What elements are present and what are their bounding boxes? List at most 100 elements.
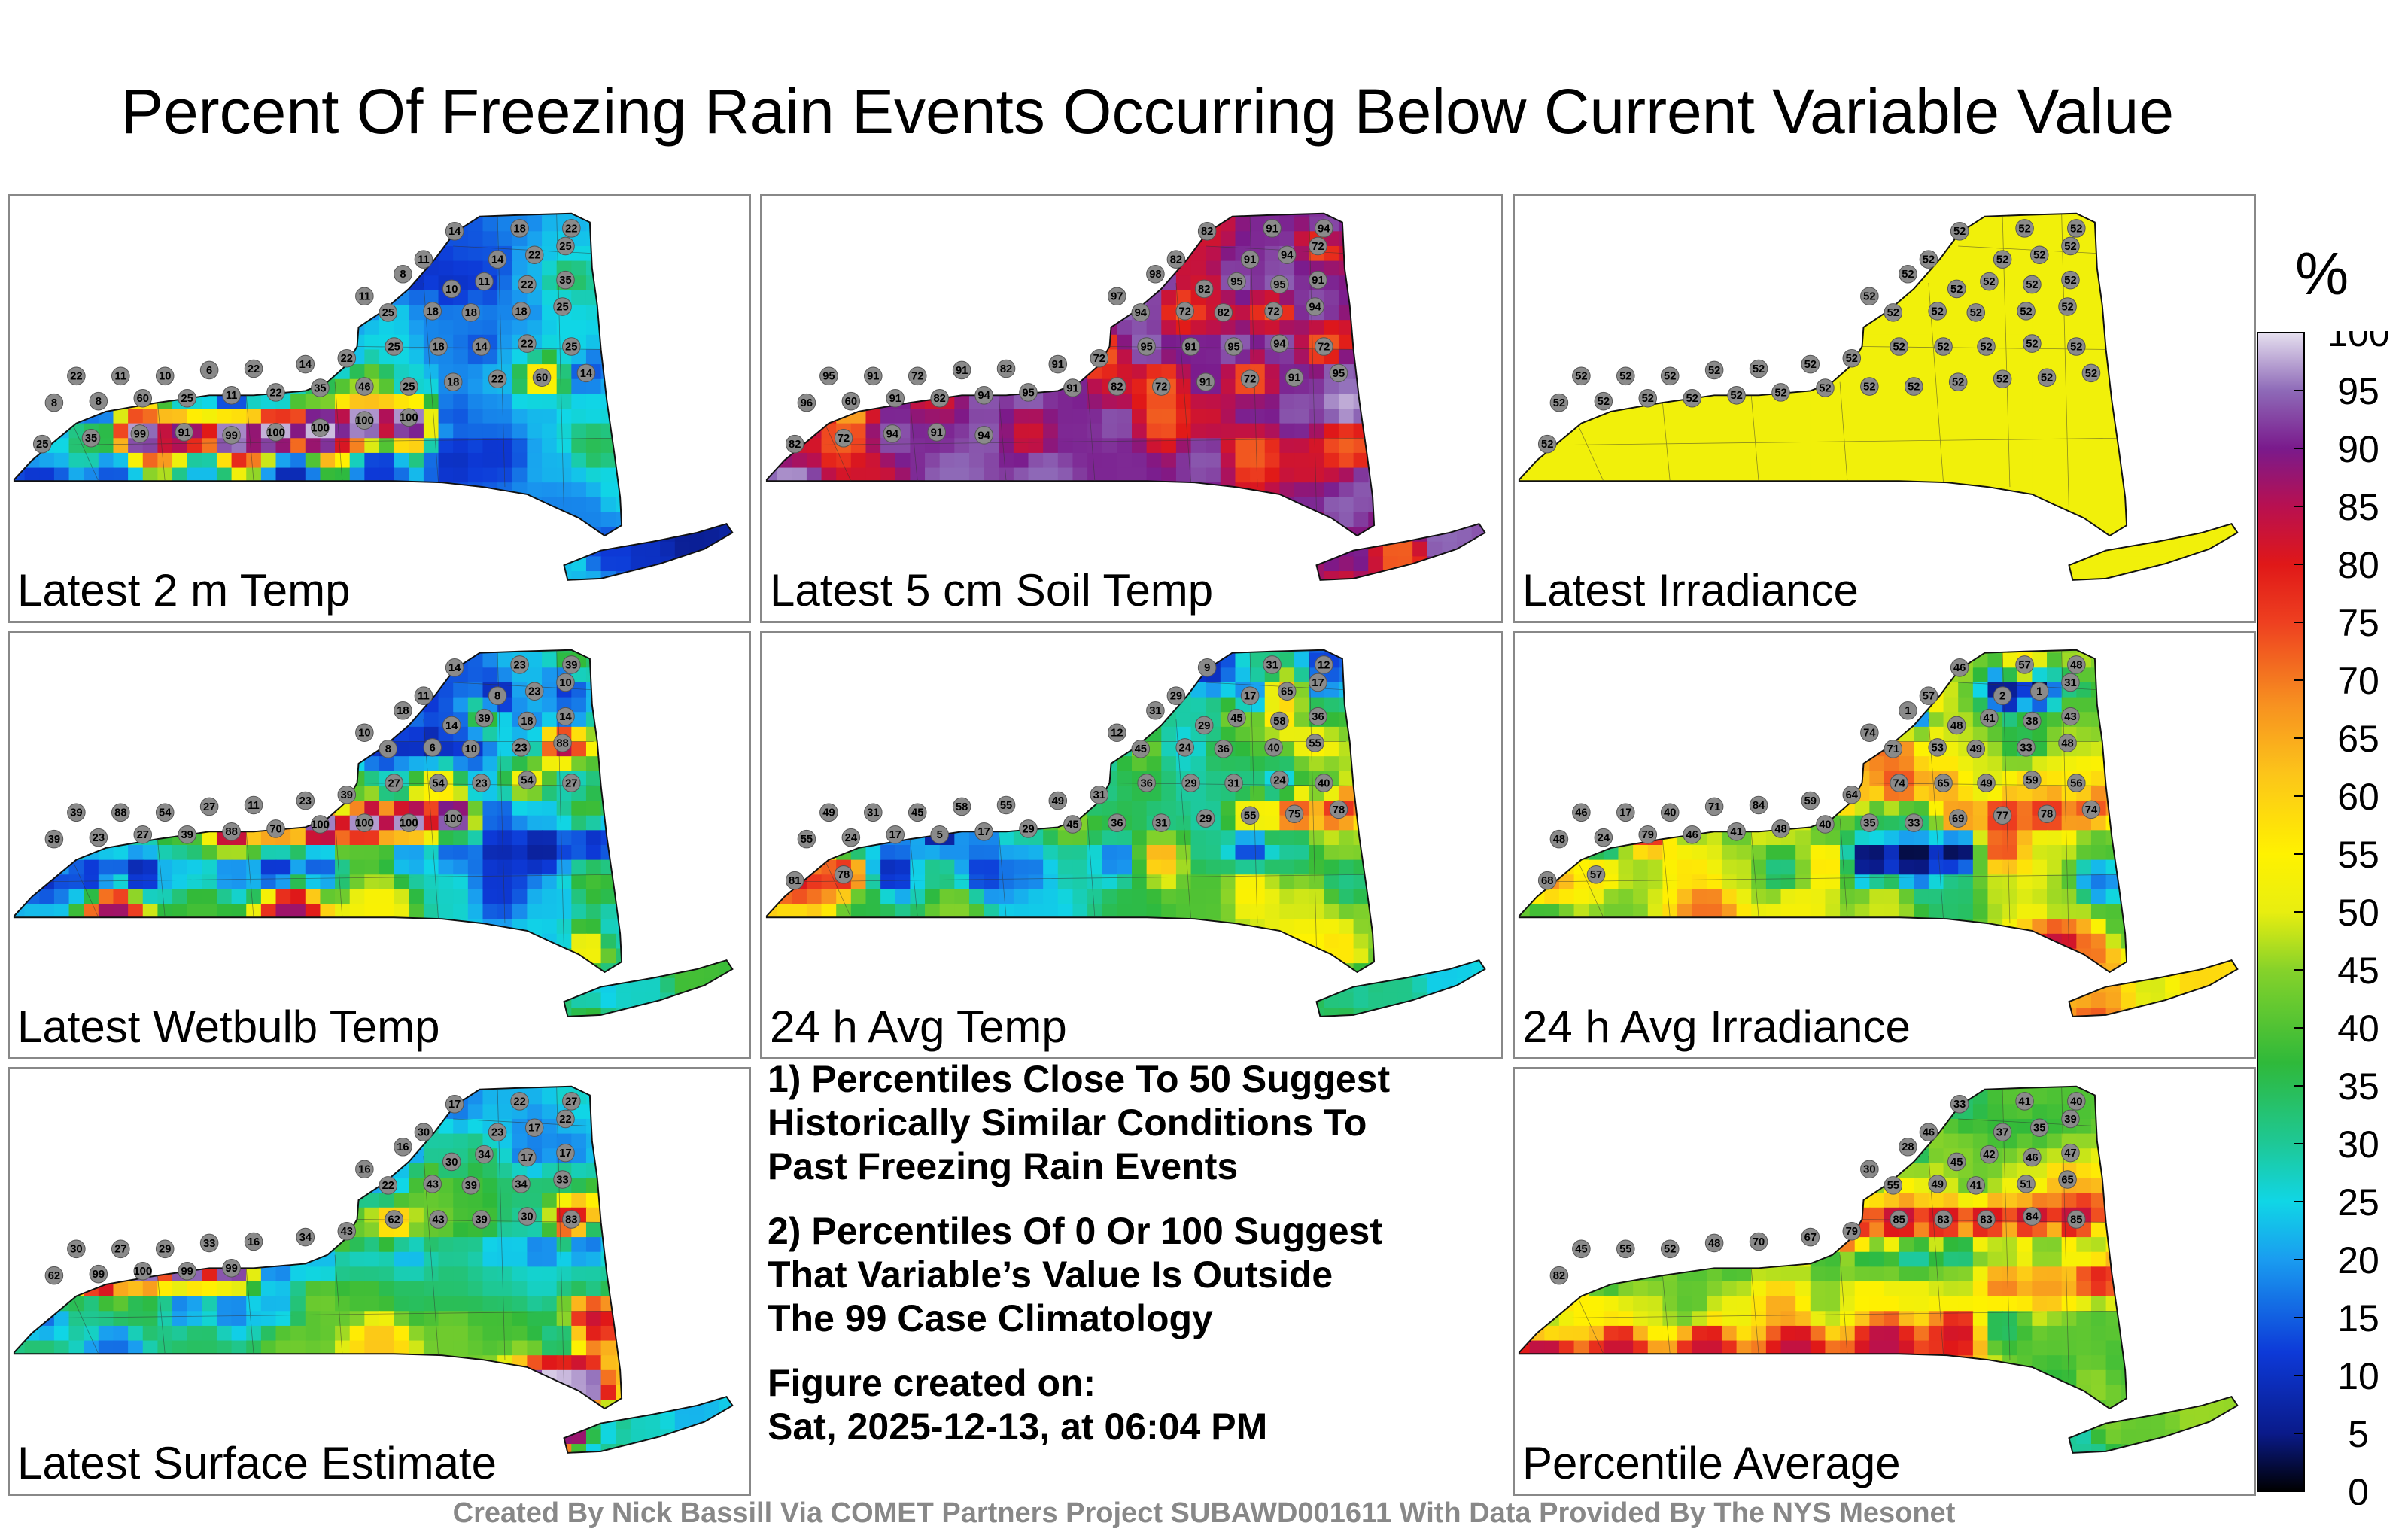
station-value: 25 xyxy=(385,337,403,356)
svg-text:52: 52 xyxy=(1980,341,1992,353)
station-value: 10 xyxy=(442,279,461,299)
station-value: 14 xyxy=(472,337,491,356)
station-value: 10 xyxy=(155,366,175,386)
station-value: 99 xyxy=(130,424,150,443)
svg-text:11: 11 xyxy=(418,254,430,266)
station-value: 48 xyxy=(2058,734,2077,752)
svg-text:100: 100 xyxy=(266,427,285,439)
station-value: 36 xyxy=(1108,813,1126,832)
station-value: 52 xyxy=(1934,337,1953,356)
station-value: 30 xyxy=(518,1207,537,1226)
station-value: 45 xyxy=(908,803,927,822)
map-panel-2m-temp: 14 18 22 25 11 14 22 8 11 10 11 22 35 25 18 18 18 25 22 11 1… xyxy=(8,194,751,623)
station-value: 100 xyxy=(311,418,330,437)
station-value: 52 xyxy=(1928,302,1947,321)
state-outline xyxy=(1518,649,2128,974)
svg-text:100: 100 xyxy=(311,422,330,434)
station-value: 31 xyxy=(1224,774,1243,792)
station-value: 8 xyxy=(44,393,64,412)
note-line: Historically Similar Conditions To xyxy=(768,1102,1367,1144)
long-island-outline xyxy=(1315,523,1486,581)
state-outline xyxy=(13,212,623,537)
colorbar-tick-label: 40 xyxy=(2337,1008,2379,1050)
svg-text:95: 95 xyxy=(1022,387,1034,399)
station-value: 23 xyxy=(512,738,531,757)
colorbar-tick-label: 20 xyxy=(2337,1239,2379,1281)
station-value: 14 xyxy=(556,707,575,726)
station-value: 46 xyxy=(1919,1123,1938,1141)
station-value: 82 xyxy=(1166,250,1186,269)
station-value: 25 xyxy=(562,337,581,356)
svg-text:11: 11 xyxy=(115,371,127,383)
station-value: 48 xyxy=(1947,716,1966,735)
station-value: 65 xyxy=(1277,682,1297,701)
svg-text:72: 72 xyxy=(1179,305,1191,318)
svg-text:60: 60 xyxy=(845,396,857,408)
station-value: 43 xyxy=(337,1221,357,1241)
svg-text:52: 52 xyxy=(2064,275,2076,287)
svg-text:52: 52 xyxy=(1970,307,1982,319)
station-value: 95 xyxy=(1329,363,1348,383)
svg-text:82: 82 xyxy=(1218,307,1230,319)
svg-text:72: 72 xyxy=(838,433,850,445)
svg-text:91: 91 xyxy=(1288,372,1300,385)
station-value: 95 xyxy=(1227,272,1246,291)
svg-text:94: 94 xyxy=(1318,223,1330,235)
value-field xyxy=(766,213,1485,580)
station-value: 95 xyxy=(1270,275,1289,294)
svg-text:52: 52 xyxy=(1774,387,1786,399)
panel-label: Percentile Average xyxy=(1522,1438,1901,1488)
station-value: 17 xyxy=(518,1147,537,1167)
station-value: 52 xyxy=(1801,354,1820,374)
svg-text:91: 91 xyxy=(178,427,190,439)
svg-text:52: 52 xyxy=(1846,353,1858,365)
station-value: 52 xyxy=(1860,377,1879,396)
svg-text:100: 100 xyxy=(400,412,418,424)
svg-text:72: 72 xyxy=(1312,241,1324,253)
station-value: 85 xyxy=(2067,1210,2086,1229)
station-value: 72 xyxy=(1240,369,1260,388)
svg-text:52: 52 xyxy=(1619,371,1631,383)
station-value: 70 xyxy=(266,819,285,838)
station-value: 52 xyxy=(1749,359,1768,378)
station-value: 51 xyxy=(2017,1175,2036,1193)
station-value: 100 xyxy=(355,411,374,430)
station-value: 43 xyxy=(429,1210,448,1229)
station-value: 96 xyxy=(797,393,816,412)
station-value: 72 xyxy=(908,366,927,386)
station-value: 95 xyxy=(1224,337,1243,356)
map-panel-irradiance: 52 52 52 52 52 52 52 52 52 52 52 52 52 52 52 52 52 52 52 52… xyxy=(1513,194,2256,623)
station-value: 97 xyxy=(1108,287,1126,306)
svg-text:52: 52 xyxy=(1708,365,1720,377)
station-value: 25 xyxy=(32,434,52,454)
station-value: 77 xyxy=(1993,806,2012,825)
svg-text:10: 10 xyxy=(159,371,171,383)
station-value: 55 xyxy=(1616,1239,1635,1259)
station-value: 58 xyxy=(1270,711,1289,731)
long-island-outline xyxy=(563,523,734,581)
svg-text:100: 100 xyxy=(355,415,374,427)
station-value: 27 xyxy=(199,797,219,816)
station-value: 1 xyxy=(1899,701,1917,720)
station-value: 52 xyxy=(2017,302,2036,321)
colorbar-tick-label: 5 xyxy=(2348,1413,2369,1455)
station-value: 37 xyxy=(1993,1123,2012,1141)
station-value: 67 xyxy=(1801,1227,1820,1247)
station-value: 45 xyxy=(1227,708,1246,728)
svg-text:14: 14 xyxy=(475,341,488,353)
map-svg: 52 52 52 52 52 52 52 52 52 52 52 52 52 52 52 52 52 52 52 52… xyxy=(1518,212,2239,581)
station-value: 83 xyxy=(562,1210,581,1229)
svg-text:22: 22 xyxy=(70,371,82,383)
svg-text:14: 14 xyxy=(448,226,461,238)
long-island-outline xyxy=(2068,1396,2239,1454)
value-field xyxy=(1519,213,2238,580)
station-value: 100 xyxy=(400,408,418,427)
svg-text:22: 22 xyxy=(248,363,260,375)
station-value: 52 xyxy=(1816,378,1835,397)
svg-text:22: 22 xyxy=(521,279,533,291)
station-value: 40 xyxy=(2067,1092,2086,1111)
station-value: 48 xyxy=(1771,819,1790,838)
station-value: 22 xyxy=(67,366,86,386)
